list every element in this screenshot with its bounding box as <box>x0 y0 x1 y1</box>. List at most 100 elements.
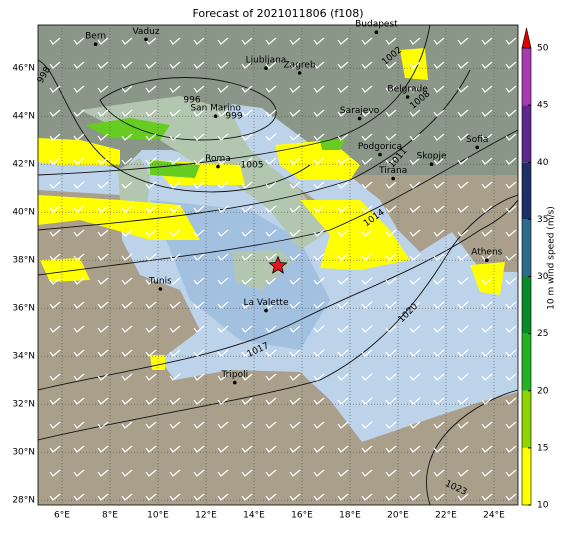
wind-barb <box>505 469 517 477</box>
wind-barb <box>409 229 421 237</box>
wind-barb <box>121 181 133 189</box>
wind-barb <box>121 253 133 261</box>
wind-barb <box>97 325 109 333</box>
wind-barb <box>265 325 277 333</box>
wind-barb <box>313 277 325 285</box>
wind-barb <box>337 397 349 405</box>
wind-barb <box>169 253 181 261</box>
wind-barb <box>481 229 493 237</box>
wind-barb <box>385 37 397 45</box>
x-tick-label: 20°E <box>387 511 409 521</box>
wind-barb <box>313 373 325 381</box>
wind-barb <box>385 61 397 69</box>
wind-barb <box>217 397 229 405</box>
wind-barb <box>265 205 277 213</box>
wind-barb <box>49 157 61 165</box>
wind-barb <box>481 301 493 309</box>
wind-barb <box>49 493 61 501</box>
wind-barb <box>361 133 373 141</box>
wind-barb <box>121 205 133 213</box>
wind-barb <box>169 205 181 213</box>
wind-barb <box>457 421 469 429</box>
wind-barb <box>121 397 133 405</box>
wind-barb <box>145 277 157 285</box>
wind-barb <box>313 205 325 213</box>
city-label: Bern <box>85 32 106 42</box>
wind-barb <box>409 373 421 381</box>
wind-barb <box>457 373 469 381</box>
wind-barb <box>361 229 373 237</box>
wind-barb <box>505 109 517 117</box>
wind-barb <box>409 37 421 45</box>
wind-barb <box>313 493 325 501</box>
wind-barb <box>433 109 445 117</box>
wind-barb <box>193 37 205 45</box>
city-label: Tunis <box>148 277 172 287</box>
wind-barb <box>49 469 61 477</box>
city-label: Sarajevo <box>340 106 380 116</box>
wind-barb <box>217 421 229 429</box>
wind-barb <box>193 397 205 405</box>
city-label: Sofia <box>466 135 488 145</box>
wind-barb <box>289 133 301 141</box>
wind-barb <box>217 37 229 45</box>
y-tick-label: 42°N <box>12 160 35 170</box>
y-tick-label: 40°N <box>12 208 35 218</box>
colorbar-tick-label: 10 <box>537 501 549 511</box>
wind-barb <box>169 373 181 381</box>
wind-barb <box>193 61 205 69</box>
wind-barb <box>193 277 205 285</box>
colorbar-segment <box>522 333 531 391</box>
wind-barb <box>265 133 277 141</box>
wind-barb <box>97 229 109 237</box>
wind-barb <box>73 301 85 309</box>
wind-barb <box>409 493 421 501</box>
wind-barb <box>385 301 397 309</box>
wind-barb <box>145 37 157 45</box>
wind-barb <box>385 181 397 189</box>
wind-barb <box>385 133 397 141</box>
wind-barb <box>505 229 517 237</box>
wind-barb <box>481 133 493 141</box>
x-tick-label: 16°E <box>291 511 313 521</box>
wind-barb <box>337 133 349 141</box>
colorbar-tick-label: 45 <box>537 101 548 111</box>
wind-barb <box>481 493 493 501</box>
wind-barb <box>337 61 349 69</box>
wind-barb <box>145 469 157 477</box>
wind-barb <box>313 181 325 189</box>
wind-barb <box>241 301 253 309</box>
wind-barbs <box>49 37 517 501</box>
wind-barb <box>337 157 349 165</box>
wind-barb <box>385 421 397 429</box>
wind-barb <box>217 469 229 477</box>
wind-barb <box>49 109 61 117</box>
wind-barb <box>49 445 61 453</box>
wind-barb <box>313 37 325 45</box>
wind-barb <box>121 325 133 333</box>
wind-barb <box>217 61 229 69</box>
wind-barb <box>457 205 469 213</box>
wind-barb <box>241 253 253 261</box>
wind-barb <box>313 325 325 333</box>
wind-barb <box>481 61 493 69</box>
wind-barb <box>97 37 109 45</box>
wind-barb <box>505 493 517 501</box>
wind-barb <box>433 373 445 381</box>
wind-barb <box>289 109 301 117</box>
wind-barb <box>433 61 445 69</box>
wind-barb <box>481 397 493 405</box>
wind-barb <box>241 37 253 45</box>
wind-barb <box>265 421 277 429</box>
wind-barb <box>481 469 493 477</box>
wind-barb <box>73 157 85 165</box>
wind-barb <box>145 157 157 165</box>
wind-barb <box>505 445 517 453</box>
x-tick-label: 10°E <box>147 511 169 521</box>
wind-barb <box>433 181 445 189</box>
wind-barb <box>385 493 397 501</box>
wind-barb <box>481 277 493 285</box>
wind-barb <box>217 301 229 309</box>
wind-barb <box>49 205 61 213</box>
city-dot <box>213 114 218 118</box>
